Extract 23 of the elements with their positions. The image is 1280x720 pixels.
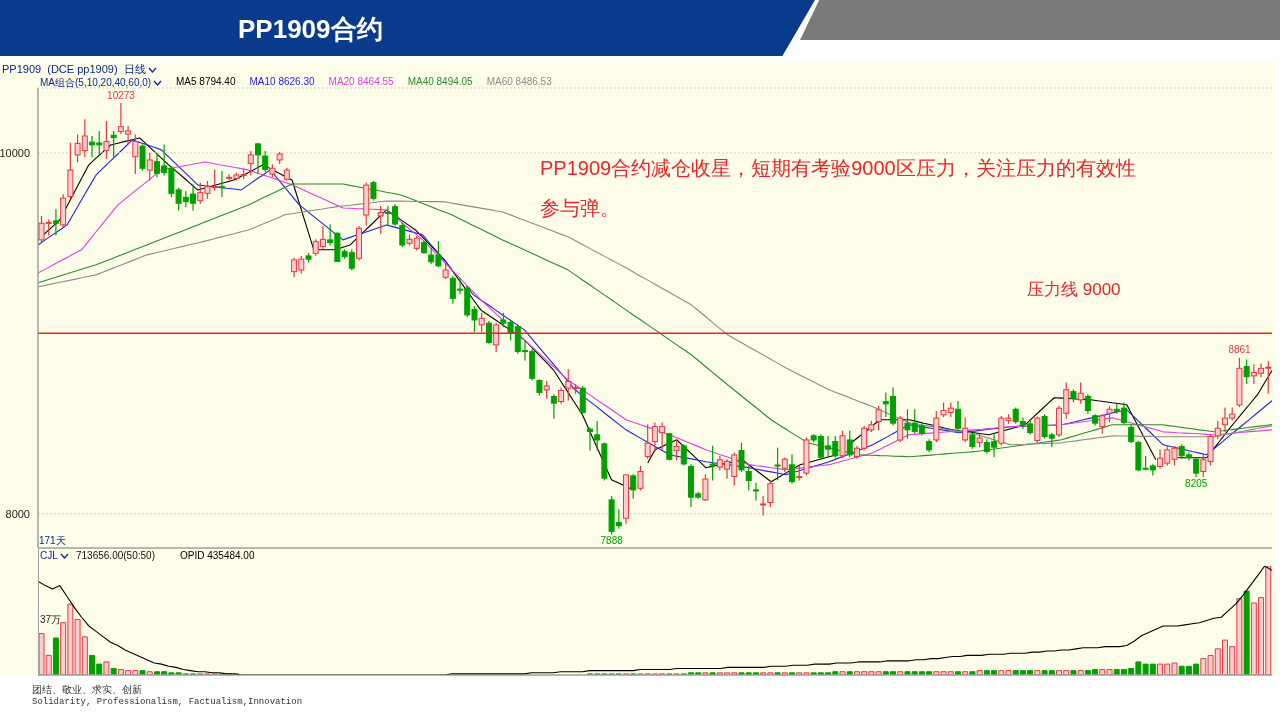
y-tick-label: 10000	[0, 146, 30, 159]
annotation: 171天	[39, 534, 66, 548]
text: MA60 8486.53	[486, 76, 552, 87]
annotation: PP1909合约减仓收星，短期有考验9000区压力，关注压力的有效性参与弹。	[540, 156, 1137, 221]
annotation: 8861	[1227, 344, 1252, 356]
annotation: 37万	[40, 613, 62, 627]
text: MA5 8794.40	[176, 76, 236, 87]
text: MA10 8626.30	[249, 76, 315, 87]
text: 713656.00(50:50)	[76, 550, 155, 561]
annotation: 10273	[106, 89, 136, 101]
text: Solidarity, Professionalism, Factualism,Innovation	[32, 697, 303, 707]
annotation: 7888	[599, 534, 624, 546]
annotation: 8205	[1184, 477, 1209, 489]
chart-title: PP1909合约	[238, 13, 383, 46]
text: MA20 8464.55	[328, 76, 394, 87]
text: PP1909 (DCE pp1909) 日线	[2, 62, 146, 77]
ref-line-label: 压力线 9000	[1027, 280, 1121, 300]
y-tick-label: 8000	[5, 507, 30, 520]
text: MA40 8494.05	[407, 76, 473, 87]
text: CJL	[40, 550, 58, 561]
text: OPID 435484.00	[180, 550, 255, 561]
annotation: MA组合(5,10,20,40,60,0)	[40, 76, 152, 90]
text: 团结、敬业、求实、创新	[32, 683, 142, 697]
